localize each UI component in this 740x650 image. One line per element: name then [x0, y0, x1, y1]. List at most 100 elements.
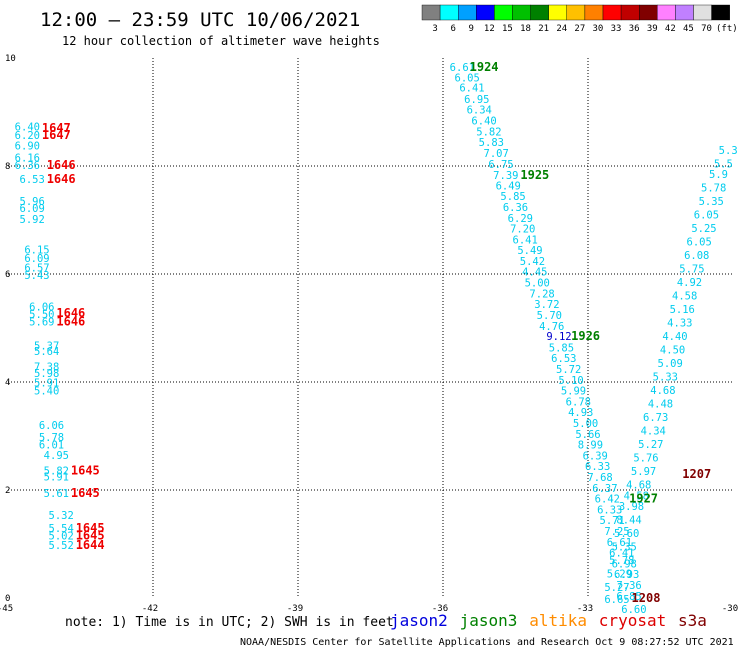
time-label: 1927 — [629, 492, 658, 506]
satellite-name: altika — [529, 611, 587, 630]
wave-height-value: 4.95 — [44, 450, 69, 462]
satellite-name: s3a — [678, 611, 707, 630]
satellite-legend: jason2 jason3 altika cryosat s3a — [390, 611, 707, 630]
wave-height-value: 5.72 — [556, 364, 581, 376]
time-label: 1646 — [56, 306, 85, 320]
colorbar-label: 18 — [520, 24, 531, 34]
wave-height-value: 6.73 — [643, 412, 668, 424]
page-title: 12:00 – 23:59 UTC 10/06/2021 — [40, 9, 360, 31]
colorbar-label: 42 — [665, 24, 676, 34]
wave-height-value: 3.98 — [619, 501, 644, 513]
wave-height-value: 6.34 — [467, 104, 492, 116]
colorbar-label: 24 — [556, 24, 567, 34]
wave-height-value: 6.98 — [612, 558, 637, 570]
time-label: 1646 — [47, 172, 76, 186]
wave-height-value: 5.29 — [607, 569, 632, 581]
time-label: 1645 — [71, 464, 100, 478]
wave-height-value: 5.60 — [614, 528, 639, 540]
x-tick-label: -39 — [287, 604, 303, 614]
time-label: 1646 — [56, 315, 85, 329]
wave-height-value: 6.65 — [604, 594, 629, 606]
colorbar-label: 70 — [701, 24, 712, 34]
wave-height-value: 5.82 — [44, 466, 69, 478]
colorbar-label: 27 — [574, 24, 585, 34]
wave-height-value: 6.08 — [684, 250, 709, 262]
x-tick-label: -33 — [577, 604, 593, 614]
wave-height-value: 6.53 — [20, 174, 45, 186]
wave-height-value: 5.27 — [638, 439, 663, 451]
wave-height-value: 3.72 — [534, 299, 559, 311]
wave-height-value: 5.16 — [670, 304, 695, 316]
wave-height-value: 7.07 — [484, 148, 509, 160]
wave-height-value: 5.91 — [34, 378, 59, 390]
colorbar-swatch — [639, 4, 658, 21]
wave-height-value: 5.78 — [609, 555, 634, 567]
colorbar-label: 33 — [611, 24, 622, 34]
time-label: 1645 — [76, 521, 105, 535]
wave-height-value: 5.09 — [658, 358, 683, 370]
colorbar-swatch — [693, 4, 712, 21]
wave-height-value: 6.06 — [39, 420, 64, 432]
time-label: 1645 — [71, 486, 100, 500]
wave-height-value: 5.96 — [20, 196, 45, 208]
colorbar-swatch — [439, 4, 459, 21]
wave-height-value: 5.85 — [500, 191, 525, 203]
colorbar-label: 9 — [469, 24, 474, 34]
colorbar-swatch — [512, 4, 531, 21]
wave-height-value: 6.05 — [687, 237, 712, 249]
wave-height-value: 5.64 — [34, 346, 59, 358]
wave-height-value: 5.54 — [49, 523, 74, 535]
wave-height-value: 5.00 — [573, 418, 598, 430]
colorbar-label: 6 — [450, 24, 455, 34]
wave-height-value: 8.44 — [616, 515, 641, 527]
y-tick-label: 10 — [5, 54, 16, 64]
colorbar-swatch — [602, 4, 622, 21]
colorbar-swatch — [421, 4, 441, 21]
colorbar-label: 45 — [683, 24, 694, 34]
y-tick-label: 0 — [5, 594, 10, 604]
wave-height-value: 9.12 — [546, 331, 571, 343]
colorbar-swatch — [657, 4, 676, 21]
wave-height-value: 5.52 — [49, 540, 74, 552]
wave-height-value: 6.93 — [614, 569, 639, 581]
wave-height-value: 6.29 — [508, 213, 533, 225]
time-label: 1207 — [682, 467, 711, 481]
colorbar-swatch — [620, 4, 640, 21]
wave-height-value: 5.37 — [34, 340, 59, 352]
wave-height-value: 4.48 — [648, 399, 673, 411]
x-tick-label: -30 — [722, 604, 738, 614]
wave-height-value: 5.61 — [44, 488, 69, 500]
colorbar-label: 21 — [538, 24, 549, 34]
wave-height-value: 5.49 — [517, 245, 542, 257]
wave-height-value: 4.45 — [522, 266, 547, 278]
wave-height-value: 6.33 — [597, 504, 622, 516]
wave-height-value: 6.16 — [15, 152, 40, 164]
wave-height-value: 8.99 — [578, 440, 603, 452]
wave-height-value: 6.37 — [592, 483, 617, 495]
wave-height-value: 5.25 — [691, 223, 716, 235]
x-tick-label: -36 — [432, 604, 448, 614]
wave-height-value: 6.42 — [595, 494, 620, 506]
wave-height-value: 5.33 — [653, 372, 678, 384]
wave-height-value: 5.70 — [537, 310, 562, 322]
wave-height-value: 6.36 — [503, 202, 528, 214]
y-tick-label: 2 — [5, 486, 10, 496]
wave-height-value: 6.05 — [455, 72, 480, 84]
wave-height-value: 5.66 — [575, 429, 600, 441]
colorbar-legend: 3 6 9 12 15 18 21 24 27 30 33 36 39 42 45 70 — [421, 4, 730, 34]
wave-height-labels: 6.406.206.906.166.366.535.966.095.926.15… — [15, 60, 738, 616]
wave-height-value: 5.35 — [699, 196, 724, 208]
wave-height-value: 4.40 — [662, 331, 687, 343]
wave-height-value: 5.82 — [476, 126, 501, 138]
colorbar-unit: (ft) — [716, 24, 738, 34]
wave-height-value: 7.20 — [510, 224, 535, 236]
wave-height-value: 6.95 — [464, 94, 489, 106]
footer-credit: NOAA/NESDIS Center for Satellite Applica… — [240, 637, 734, 648]
wave-height-value: 5.97 — [631, 466, 656, 478]
colorbar-swatch — [458, 4, 477, 21]
wave-height-value: 5.5 — [714, 158, 733, 170]
y-tick-label: 4 — [5, 378, 10, 388]
x-tick-label: -45 — [0, 604, 13, 614]
wave-height-value: 4.68 — [650, 385, 675, 397]
wave-height-value: 5.02 — [49, 530, 74, 542]
